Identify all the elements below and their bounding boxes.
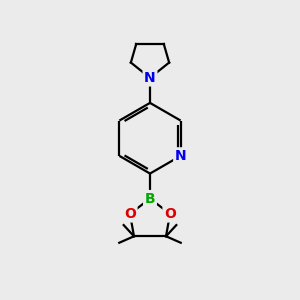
Text: B: B [145, 192, 155, 206]
Text: N: N [175, 149, 186, 163]
Text: O: O [164, 207, 176, 221]
Text: O: O [124, 207, 136, 221]
Text: N: N [144, 71, 156, 85]
